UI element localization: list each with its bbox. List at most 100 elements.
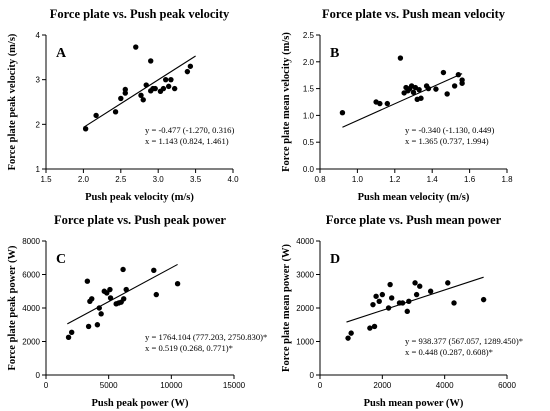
y-tick-label: 2000 — [22, 338, 40, 347]
chart-panel-c: Force plate vs. Push peak power 0 5000 1000… — [7, 213, 267, 409]
y-axis-label: Force plate peak power (W) — [7, 245, 18, 371]
data-point — [123, 286, 129, 293]
regression-equation: y = 1764.104 (777.203, 2750.830)* — [145, 332, 267, 342]
regression-equation: y = -0.477 (-1.270, 0.316) — [145, 125, 234, 135]
x-tick-label: 1.6 — [464, 175, 476, 184]
y-tick-label: 1.0 — [303, 111, 315, 120]
data-point — [65, 334, 72, 341]
data-point — [445, 280, 451, 286]
regression-equation: y = 938.377 (567.057, 1289.450)* — [405, 336, 523, 346]
chart-title: Force plate vs. Push peak power — [54, 213, 226, 227]
data-point — [377, 100, 383, 107]
x-tick-label: 3.5 — [190, 175, 202, 184]
data-point — [174, 281, 181, 287]
x-tick-label: 3.0 — [153, 175, 165, 184]
y-tick-label: 2.0 — [303, 58, 315, 67]
data-point — [404, 308, 410, 315]
data-point — [373, 293, 379, 299]
y-axis-label: Force plate peak velocity (m/s) — [7, 33, 18, 170]
data-point — [416, 86, 422, 93]
x-tick-label: 2.0 — [78, 175, 90, 184]
y-axis-label: Force plate mean power (W) — [281, 244, 292, 372]
regression-equation: x = 1.143 (0.824, 1.461) — [145, 136, 229, 146]
data-point — [168, 76, 174, 83]
y-tick-label: 1 — [36, 165, 41, 174]
data-point — [118, 95, 124, 102]
y-tick-label: 2 — [36, 120, 41, 129]
data-point — [480, 296, 487, 303]
x-axis-label: Push mean velocity (m/s) — [358, 192, 470, 203]
y-tick-label: 4000 — [22, 304, 40, 313]
data-point — [160, 85, 167, 92]
data-point — [418, 95, 424, 101]
data-point — [417, 283, 423, 289]
y-tick-label: 8000 — [22, 237, 40, 246]
data-point — [165, 83, 172, 90]
chart-panel-a: Force plate vs. Push peak velocity 1.5 2.0… — [7, 7, 239, 203]
data-point — [107, 286, 113, 293]
data-point — [138, 92, 144, 99]
y-tick-label: 2000 — [296, 304, 314, 313]
y-tick-label: 0 — [310, 371, 315, 380]
panel-label: A — [56, 46, 67, 61]
x-tick-label: 6000 — [498, 381, 516, 390]
data-point — [459, 77, 465, 83]
regression-equation: x = 0.448 (0.287, 0.608)* — [405, 347, 493, 357]
data-point — [348, 330, 354, 336]
x-tick-label: 4000 — [436, 381, 454, 390]
data-point — [388, 295, 395, 301]
data-point — [94, 322, 101, 328]
y-tick-label: 1000 — [296, 338, 314, 347]
chart-panel-d: Force plate vs. Push mean power 0 2000 4000… — [281, 213, 523, 409]
y-tick-label: 0.5 — [303, 138, 315, 147]
data-point — [171, 85, 178, 92]
data-point — [433, 86, 439, 92]
y-tick-label: 4 — [36, 31, 41, 40]
y-tick-label: 4000 — [296, 237, 314, 246]
x-tick-label: 1.8 — [501, 175, 513, 184]
data-point — [143, 82, 149, 88]
panel-label: C — [56, 252, 66, 267]
data-point — [153, 291, 159, 298]
y-tick-label: 0 — [36, 371, 41, 380]
x-axis-label: Push peak power (W) — [92, 398, 189, 409]
x-tick-label: 10000 — [160, 381, 183, 390]
regression-line — [342, 73, 463, 128]
x-axis-label: Push peak velocity (m/s) — [85, 192, 194, 203]
data-point — [85, 323, 92, 330]
data-point — [68, 329, 75, 335]
data-point — [112, 109, 119, 115]
data-point — [384, 100, 391, 107]
data-point — [367, 325, 373, 331]
data-point — [140, 97, 146, 103]
data-point — [387, 281, 393, 288]
data-point — [133, 44, 139, 50]
data-point — [339, 110, 346, 116]
y-tick-label: 3 — [36, 76, 41, 85]
data-point — [98, 311, 104, 317]
data-point — [451, 300, 457, 306]
regression-line — [346, 276, 484, 323]
chart-title: Force plate vs. Push mean power — [326, 213, 502, 227]
y-tick-label: 3000 — [296, 271, 314, 280]
data-point — [89, 296, 95, 302]
data-point — [184, 68, 191, 75]
data-point — [93, 112, 99, 119]
data-point — [371, 323, 378, 330]
chart-title: Force plate vs. Push mean velocity — [322, 7, 506, 21]
data-point — [397, 55, 404, 61]
regression-equation: y = -0.340 (-1.130, 0.449) — [405, 125, 494, 135]
data-point — [379, 291, 386, 298]
data-point — [345, 335, 351, 341]
data-point — [187, 63, 194, 69]
y-tick-label: 1.5 — [303, 85, 315, 94]
panel-label: B — [330, 46, 339, 61]
data-point — [427, 288, 434, 294]
data-point — [412, 280, 418, 286]
data-point — [122, 86, 128, 93]
regression-equation: x = 0.519 (0.268, 0.771)* — [145, 343, 233, 353]
x-tick-label: 0 — [44, 381, 49, 390]
data-point — [152, 85, 158, 92]
x-tick-label: 5000 — [100, 381, 118, 390]
